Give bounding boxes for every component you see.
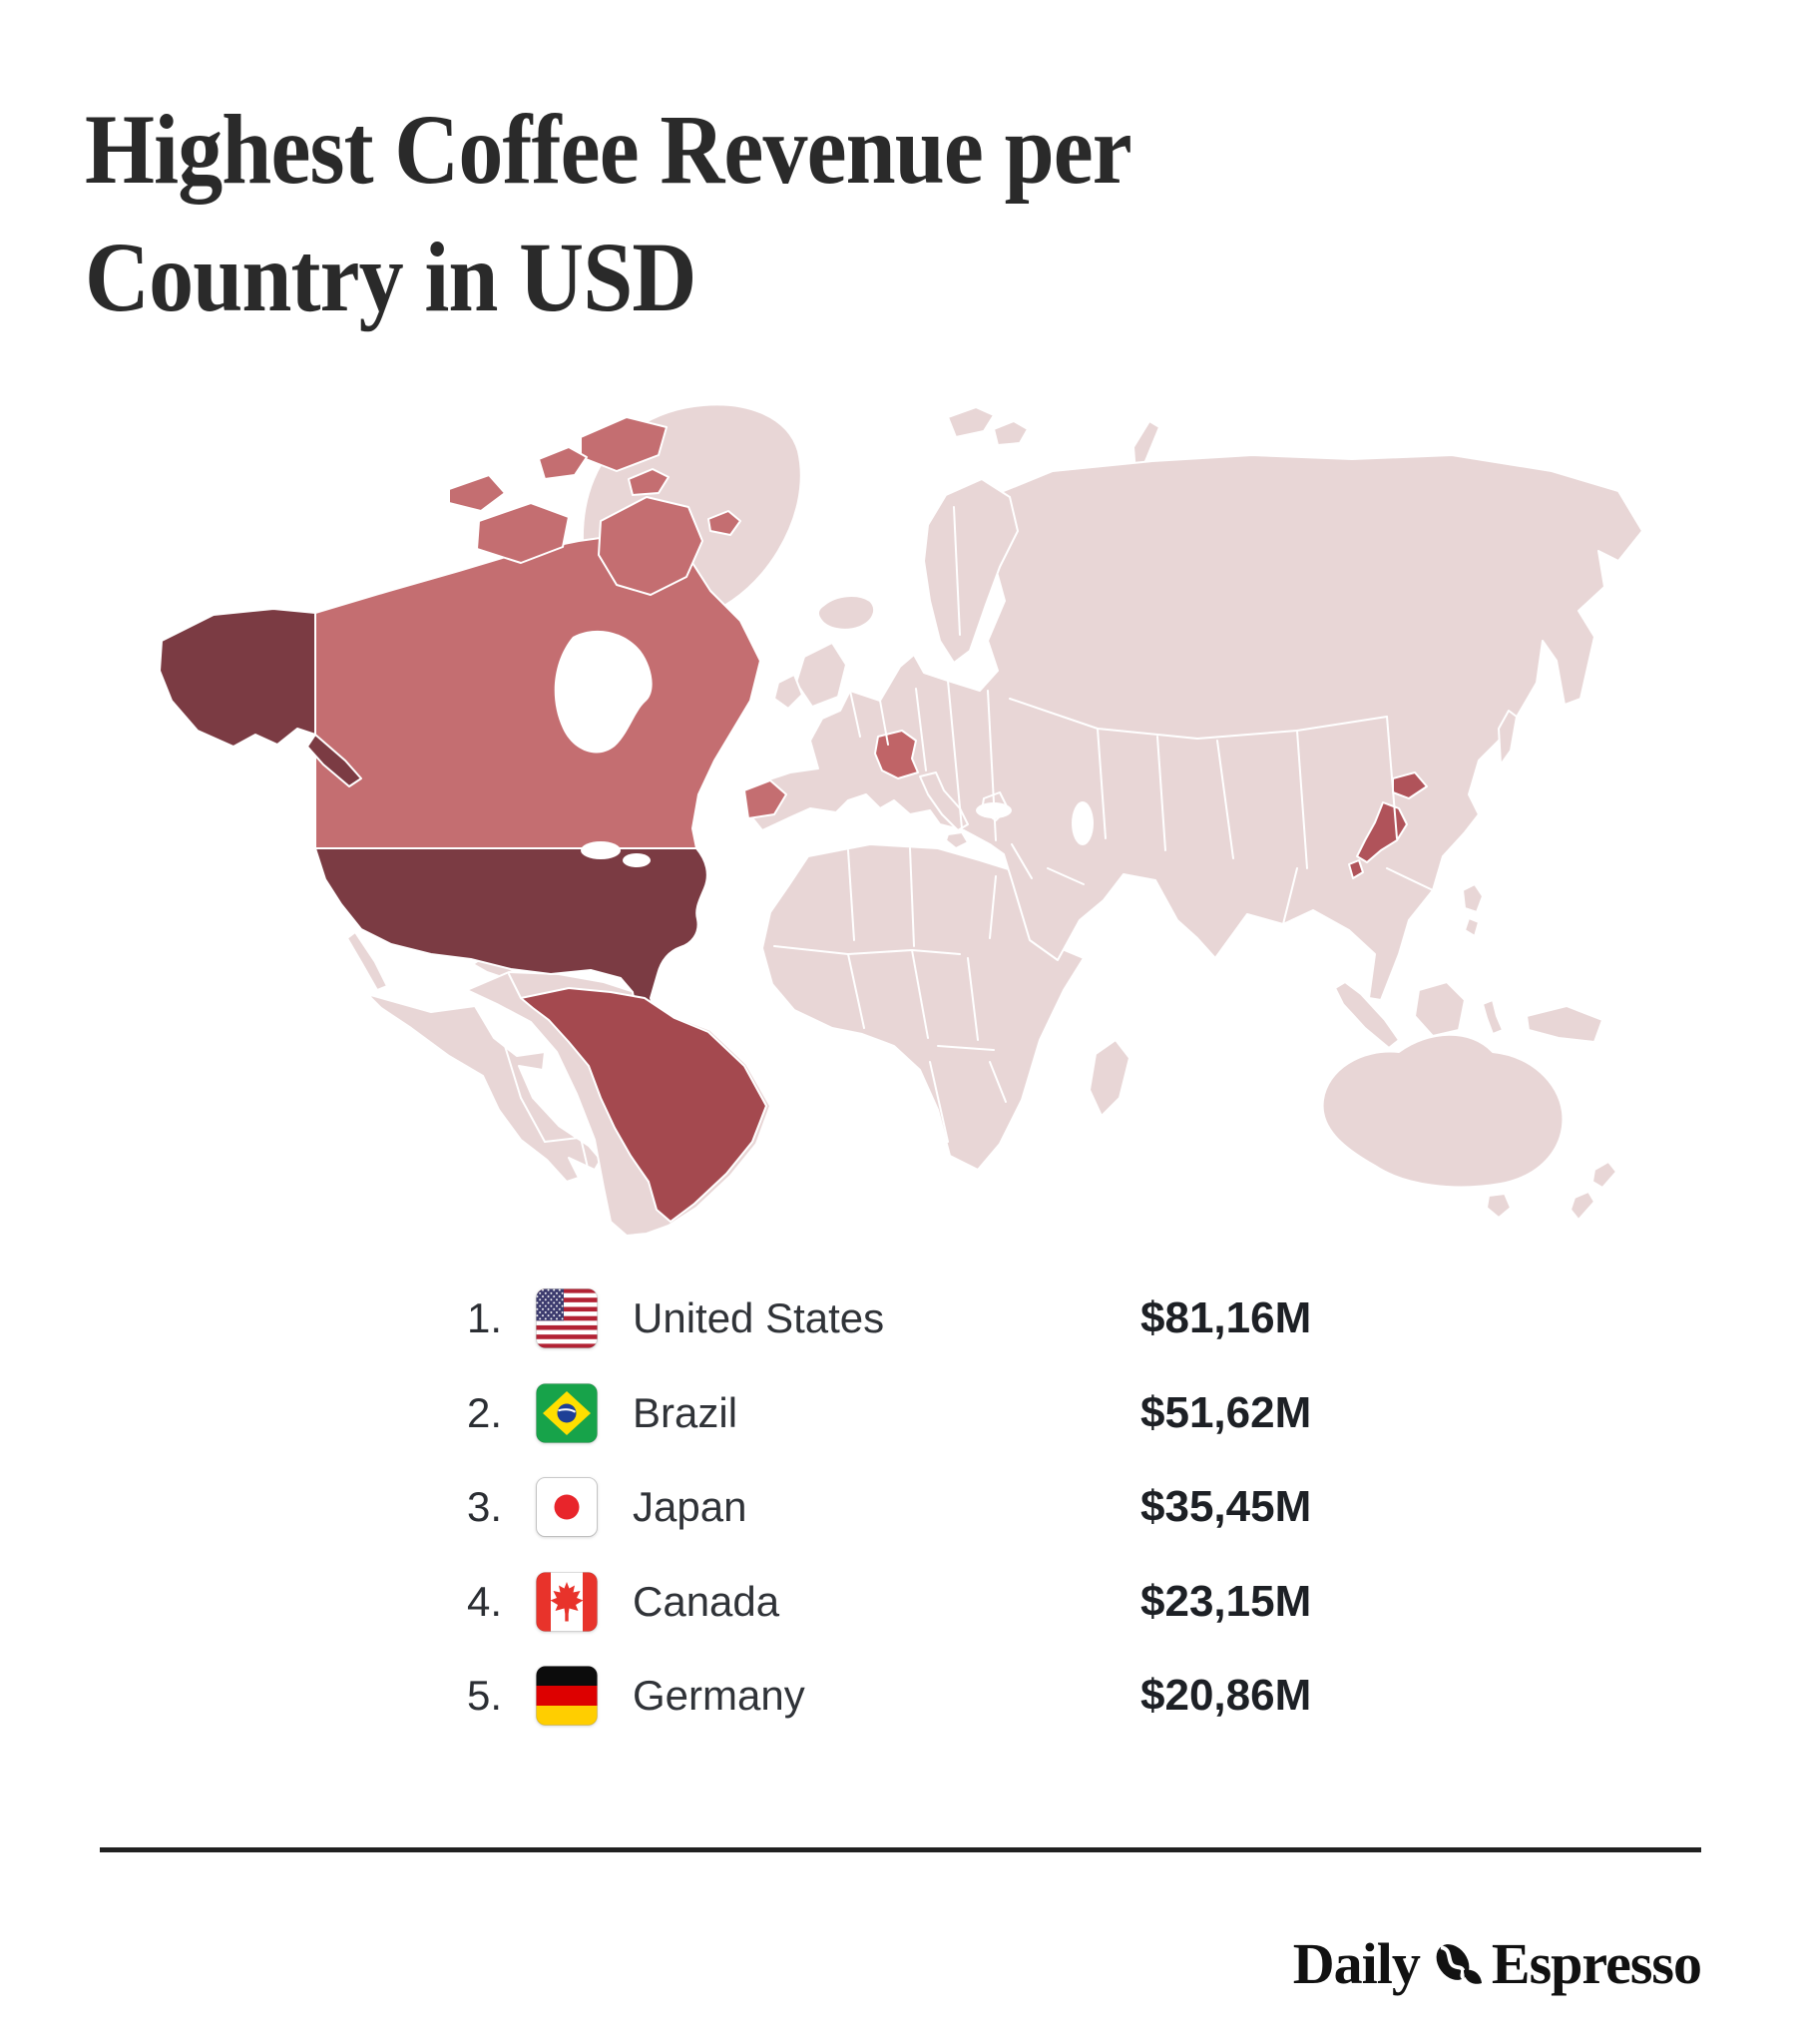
country-new-zealand-south: [1570, 1191, 1595, 1221]
country-label: United States: [633, 1294, 885, 1341]
canada-arctic-island-3: [707, 510, 741, 536]
canada-newfoundland: [743, 779, 787, 819]
country-united-kingdom: [795, 642, 847, 708]
country-philippines-south: [1464, 917, 1480, 937]
country-italy: [919, 771, 969, 831]
revenue-value: $23,15M: [1140, 1577, 1312, 1626]
canada-baffin-island: [598, 496, 703, 596]
brand-logo: Daily Espresso: [1292, 1930, 1702, 1997]
ranking-row-5: 5. Germany $20,86M: [467, 1665, 1475, 1727]
country-united-states: [314, 847, 708, 1035]
country-label: Japan: [633, 1483, 747, 1530]
title-line-1: Highest Coffee Revenue per: [85, 94, 1132, 205]
country-brazil: [520, 987, 767, 1223]
rank-number: 3.: [467, 1483, 503, 1530]
rank-number: 5.: [467, 1672, 503, 1719]
country-germany: [874, 730, 919, 779]
island-madagascar: [1089, 1039, 1130, 1117]
great-lakes-east: [623, 853, 651, 867]
us-alaska: [159, 608, 316, 748]
country-label: Germany: [633, 1672, 805, 1719]
brand-name-left: Daily: [1292, 1931, 1421, 1996]
continent-eurasia: [745, 454, 1643, 1001]
united-states-flag-icon: [536, 1288, 598, 1348]
footer-divider: [100, 1847, 1701, 1852]
ranking-row-4: 4. Canada $23,15M: [467, 1571, 1475, 1633]
country-australia: [1321, 1033, 1565, 1189]
island-sicily: [945, 831, 969, 849]
revenue-value: $35,45M: [1140, 1482, 1312, 1531]
island-svalbard-2: [993, 420, 1029, 446]
map-united-states: [159, 608, 708, 1035]
island-borneo: [1414, 981, 1466, 1037]
country-new-zealand-north: [1591, 1161, 1617, 1189]
region-baja-california: [346, 931, 388, 991]
caspian-sea: [1072, 801, 1094, 845]
page-title: Highest Coffee Revenue per Country in US…: [85, 86, 1432, 341]
ranking-row-2: 2. Brazil $51,62M: [467, 1382, 1475, 1444]
rank-number: 1.: [467, 1294, 503, 1341]
hudson-bay: [554, 630, 653, 754]
revenue-value: $51,62M: [1140, 1388, 1312, 1437]
island-sakhalin: [1498, 710, 1518, 766]
canada-arctic-island-1: [538, 446, 588, 480]
country-canada: [314, 532, 761, 849]
great-lakes-west: [581, 841, 621, 859]
us-alaska-panhandle: [306, 734, 362, 787]
country-philippines: [1462, 883, 1484, 913]
ranking-row-1: 1.: [467, 1287, 1475, 1349]
country-label: Brazil: [633, 1389, 738, 1436]
revenue-value: $81,16M: [1140, 1293, 1312, 1342]
germany-flag-icon: [536, 1666, 598, 1726]
country-mexico-central-america: [366, 993, 602, 1183]
region-scandinavia: [923, 478, 1019, 664]
brand-name-right: Espresso: [1491, 1931, 1702, 1996]
canada-flag-icon: [536, 1572, 598, 1632]
country-ireland: [773, 674, 803, 710]
rank-number: 4.: [467, 1578, 503, 1625]
rank-number: 2.: [467, 1389, 503, 1436]
canada-banks-island: [448, 474, 506, 512]
world-map: [159, 403, 1643, 1237]
country-iceland: [816, 595, 876, 631]
ranking-row-3: 3. Japan $35,45M: [467, 1476, 1475, 1538]
island-new-guinea: [1526, 1005, 1603, 1043]
coffee-bean-icon: [1426, 1936, 1486, 1992]
map-canada: [314, 416, 787, 849]
japan-flag-icon: [536, 1477, 598, 1537]
island-tasmania: [1486, 1193, 1512, 1219]
japan-kyushu: [1348, 859, 1364, 879]
revenue-value: $20,86M: [1140, 1671, 1312, 1720]
canada-arctic-island-2: [628, 468, 670, 496]
country-label: Canada: [633, 1578, 780, 1625]
island-sulawesi: [1482, 999, 1504, 1035]
island-sumatra: [1334, 981, 1400, 1049]
canada-victoria-island: [476, 502, 570, 564]
island-svalbard: [947, 406, 995, 438]
brazil-flag-icon: [536, 1383, 598, 1443]
title-line-2: Country in USD: [85, 222, 696, 332]
map-internal-borders: [492, 506, 1434, 1225]
